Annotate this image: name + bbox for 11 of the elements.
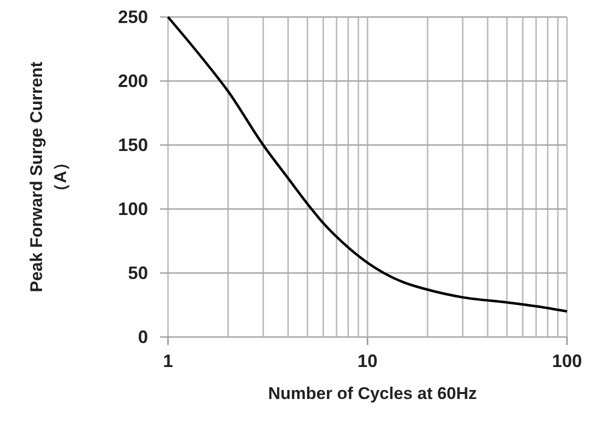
y-axis-title: Peak Forward Surge Current （A） [27, 61, 70, 292]
y-tick-label: 200 [118, 71, 148, 91]
x-tick-label: 100 [552, 351, 582, 371]
x-axis-title: Number of Cycles at 60Hz [268, 384, 477, 403]
y-tick-label: 0 [138, 327, 148, 347]
x-tick-label: 10 [357, 351, 378, 371]
y-tick-label: 150 [118, 135, 148, 155]
y-tick-label: 50 [128, 263, 148, 283]
x-tick-label: 1 [162, 351, 174, 371]
y-tick-label: 250 [118, 7, 148, 27]
y-tick-label: 100 [118, 199, 148, 219]
